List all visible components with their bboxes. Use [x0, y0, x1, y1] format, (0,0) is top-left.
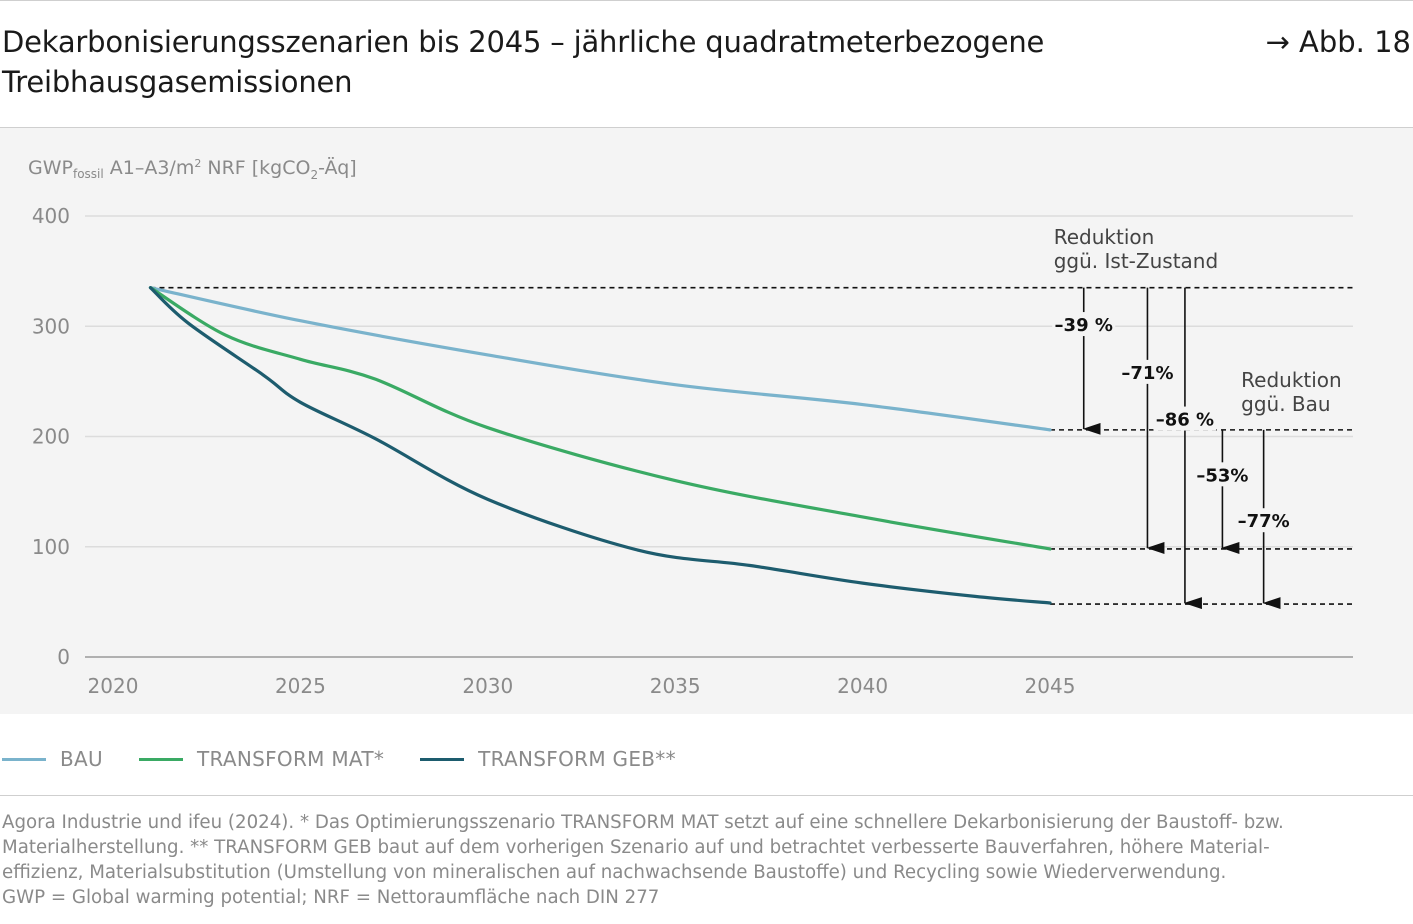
- arrow-label-background: [1237, 508, 1290, 533]
- legend-swatch-transform-mat: [138, 757, 183, 761]
- y-tick-label: 300: [32, 314, 70, 338]
- legend-label-transform-mat: TRANSFORM MAT*: [196, 747, 385, 771]
- legend-item-transform-mat: TRANSFORM MAT*: [138, 747, 385, 771]
- figure-reference: → Abb. 18: [1265, 25, 1411, 59]
- title-divider: [0, 127, 1413, 128]
- x-tick-label: 2025: [275, 674, 326, 698]
- series-lines: [148, 286, 1052, 605]
- legend: BAU TRANSFORM MAT* TRANSFORM GEB**: [2, 744, 712, 774]
- arrow-label: –86 %: [1156, 410, 1214, 431]
- arrow-label: –77%: [1238, 511, 1290, 532]
- x-tick-label: 2030: [462, 674, 513, 698]
- footnote-line: Materialherstellung. ** TRANSFORM GEB ba…: [2, 837, 1270, 858]
- series-line-transform-mat: [148, 286, 1052, 551]
- reduction-arrows: [1052, 287, 1290, 610]
- annotation-reduction-ist-zustand: Reduktion: [1054, 225, 1155, 249]
- x-tick-label: 2020: [88, 674, 139, 698]
- arrow-label-background: [1052, 312, 1116, 337]
- arrow-label: –71%: [1121, 363, 1173, 384]
- footnote-line: effizienz, Materialsubstitution (Umstell…: [2, 862, 1227, 883]
- arrow-label: –39 %: [1055, 315, 1113, 336]
- y-tick-label: 0: [57, 645, 70, 669]
- source-footnote: Agora Industrie und ifeu (2024). * Das O…: [2, 810, 1402, 910]
- y-tick-label: 100: [32, 535, 70, 559]
- legend-swatch-transform-geb: [420, 757, 465, 761]
- annotation-reduction-ist-zustand: ggü. Ist-Zustand: [1054, 249, 1218, 273]
- arrow-label-background: [1196, 462, 1249, 487]
- legend-item-bau: BAU: [2, 747, 103, 771]
- chart-title: Dekarbonisierungsszenarien bis 2045 – jä…: [2, 25, 1045, 99]
- y-axis-label: GWPfossil A1–A3/m2 NRF [kgCO2-Äq]: [28, 157, 357, 182]
- legend-label-bau: BAU: [60, 747, 103, 771]
- footnote-line: Agora Industrie und ifeu (2024). * Das O…: [2, 812, 1284, 833]
- annotation-reduction-bau: Reduktion: [1241, 368, 1342, 392]
- x-tick-label: 2040: [837, 674, 888, 698]
- series-line-bau: [148, 286, 1052, 432]
- chart-text: 0 100 200 300 400 2020 2025 2030 2035 2040 2045 –39…: [32, 204, 1342, 698]
- y-tick-label: 200: [32, 425, 70, 449]
- arrow-label-background: [1153, 406, 1217, 431]
- legend-item-transform-geb: TRANSFORM GEB**: [420, 747, 676, 771]
- footnote-line: GWP = Global warming potential; NRF = Ne…: [2, 887, 660, 908]
- arrow-label-background: [1121, 359, 1174, 384]
- y-tick-label: 400: [32, 204, 70, 228]
- legend-divider: [0, 795, 1413, 796]
- top-rule: [0, 0, 1413, 1]
- series-line-transform-geb: [148, 286, 1052, 605]
- grid-lines: [85, 215, 1353, 658]
- arrow-label: –53%: [1196, 465, 1248, 486]
- legend-label-transform-geb: TRANSFORM GEB**: [478, 747, 676, 771]
- legend-swatch-bau: [2, 757, 46, 761]
- annotation-reduction-bau: ggü. Bau: [1241, 392, 1330, 416]
- line-chart: 0 100 200 300 400 2020 2025 2030 2035 2040 2045 –39…: [32, 204, 1353, 698]
- x-tick-label: 2035: [650, 674, 701, 698]
- x-tick-label: 2045: [1025, 674, 1076, 698]
- reference-lines: [150, 286, 1353, 605]
